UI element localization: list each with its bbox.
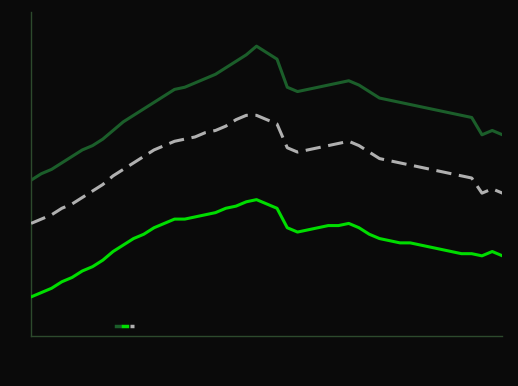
Legend: , , : , , — [116, 325, 134, 326]
